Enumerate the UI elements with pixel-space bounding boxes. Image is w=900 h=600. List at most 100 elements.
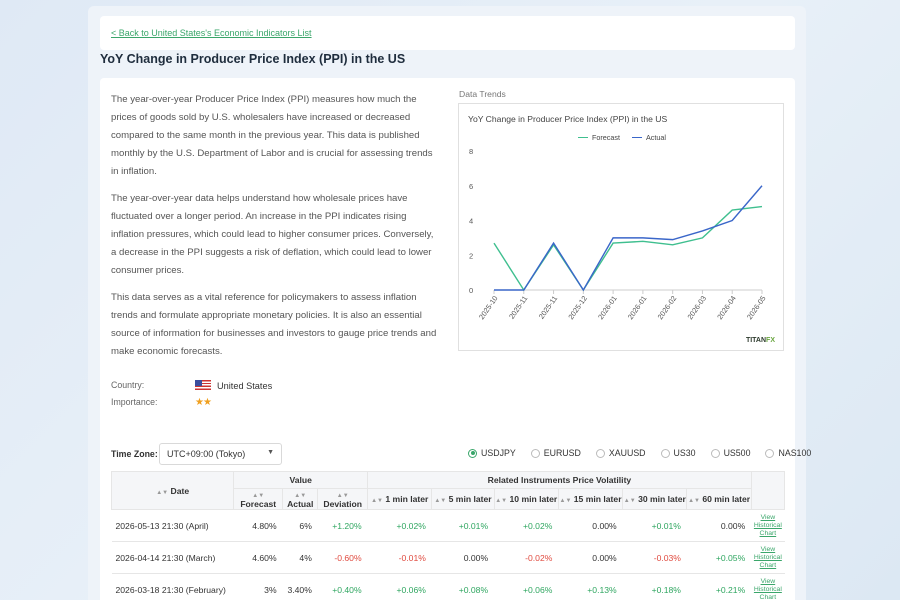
column-header[interactable]: ▲▼ 10 min later <box>493 488 559 510</box>
description-paragraph: The year-over-year Producer Price Index … <box>111 94 433 177</box>
x-tick-label: 2026-05 <box>745 294 768 321</box>
column-header[interactable]: ▲▼ Deviation <box>317 488 369 510</box>
sort-icon: ▲▼ <box>559 498 572 504</box>
volatility-cell: -0.01% <box>367 541 432 574</box>
deviation-cell: +0.40% <box>317 573 368 600</box>
radio-dot-icon <box>595 448 605 458</box>
view-chart-link[interactable]: View Historical Chart <box>751 509 785 542</box>
view-chart-link[interactable]: View Historical Chart <box>751 541 785 574</box>
volatility-cell: +0.18% <box>622 573 687 600</box>
country-value: United States <box>195 380 272 391</box>
sort-icon: ▲▼ <box>688 498 700 504</box>
column-header[interactable]: ▲▼ 1 min later <box>367 488 433 510</box>
date-header[interactable]: ▲▼ Date <box>110 471 235 510</box>
volatility-cell: +0.08% <box>431 573 495 600</box>
x-tick-label: 2026-01 <box>626 294 649 321</box>
radio-dot-icon <box>710 448 720 458</box>
brand-logo: TITANFX <box>745 337 775 344</box>
column-header[interactable]: ▲▼ 15 min later <box>557 488 624 510</box>
legend-item-forecast[interactable]: Forecast <box>578 133 620 142</box>
x-tick-label: 2025-11 <box>507 294 529 321</box>
x-tick-label: 2026-03 <box>685 294 708 321</box>
volatility-cell: +0.06% <box>367 573 432 600</box>
volatility-cell: +0.21% <box>686 573 752 600</box>
y-tick-label: 6 <box>469 182 473 191</box>
sort-icon: ▲▼ <box>623 498 636 504</box>
timezone-select[interactable]: UTC+09:00 (Tokyo) ▼ <box>159 443 282 465</box>
column-header[interactable]: ▲▼ 60 min later <box>686 488 752 510</box>
forecast-cell: 4.80% <box>233 509 283 542</box>
data-table: ▲▼ Date Value Related Instruments Price … <box>110 471 786 600</box>
caret-down-icon: ▼ <box>267 449 274 456</box>
y-tick-label: 0 <box>469 286 473 295</box>
instrument-radio-us500[interactable]: US500 <box>710 448 750 458</box>
volatility-cell: +0.05% <box>686 541 752 574</box>
instrument-radio-nas100[interactable]: NAS100 <box>765 448 811 458</box>
sort-icon: ▲▼ <box>434 498 447 504</box>
description-paragraph: This data serves as a vital reference fo… <box>111 292 437 357</box>
timezone-value: UTC+09:00 (Tokyo) <box>167 449 246 459</box>
instrument-radio-group: USDJPY EURUSD XAUUSD US30 US500 NAS100 <box>468 448 826 458</box>
main-card: The year-over-year Producer Price Index … <box>100 78 811 600</box>
sort-icon: ▲▼ <box>156 489 169 496</box>
instrument-radio-eurusd[interactable]: EURUSD <box>530 448 581 458</box>
instrument-radio-xauusd[interactable]: XAUUSD <box>595 448 646 458</box>
forecast-cell: 4.60% <box>233 541 283 574</box>
y-tick-label: 4 <box>469 217 473 226</box>
timezone-label: Time Zone: <box>111 449 158 459</box>
actual-cell: 6% <box>282 509 318 542</box>
y-tick-label: 8 <box>469 147 473 156</box>
deviation-cell: -0.60% <box>317 541 368 574</box>
date-cell: 2026-03-18 21:30 (February) <box>111 573 234 600</box>
radio-dot-icon <box>765 448 775 458</box>
importance-stars: ★★ <box>195 397 212 408</box>
actual-cell: 4% <box>282 541 318 574</box>
link-header <box>751 471 786 510</box>
chart-section-label: Data Trends <box>459 89 506 99</box>
actual-cell: 3.40% <box>282 573 318 600</box>
volatility-cell: +0.01% <box>622 509 687 542</box>
y-tick-label: 2 <box>469 251 473 260</box>
column-header[interactable]: ▲▼ Forecast <box>233 488 284 510</box>
country-name: United States <box>217 381 273 391</box>
date-cell: 2026-04-14 21:30 (March) <box>111 541 234 574</box>
volatility-cell: 0.00% <box>558 509 623 542</box>
back-link[interactable]: < Back to United States's Economic Indic… <box>111 28 312 38</box>
column-header[interactable]: ▲▼ Actual <box>282 488 319 510</box>
sort-icon: ▲▼ <box>495 498 508 504</box>
sort-icon: ▲▼ <box>294 493 307 499</box>
legend-item-actual[interactable]: Actual <box>631 133 666 142</box>
volatility-cell: -0.03% <box>622 541 687 574</box>
view-chart-link[interactable]: View Historical Chart <box>751 573 785 600</box>
x-tick-label: 2025-10 <box>477 294 500 321</box>
volatility-cell: +0.02% <box>494 509 559 542</box>
x-tick-label: 2026-02 <box>656 294 679 321</box>
volatility-cell: 0.00% <box>686 509 752 542</box>
sort-icon: ▲▼ <box>252 493 265 499</box>
table-row: 2026-05-13 21:30 (April) 4.80% 6% +1.20% +0.… <box>111 509 785 542</box>
column-header[interactable]: ▲▼ 30 min later <box>622 488 688 510</box>
sort-icon: ▲▼ <box>336 493 349 499</box>
volatility-cell: +0.01% <box>431 509 495 542</box>
description: The year-over-year Producer Price Index … <box>111 91 441 370</box>
chart-title: YoY Change in Producer Price Index (PPI)… <box>468 114 668 124</box>
x-tick-label: 2025-11 <box>537 294 559 321</box>
radio-dot-icon <box>468 448 477 458</box>
sort-icon: ▲▼ <box>371 498 383 504</box>
importance-label: Importance: <box>111 397 158 407</box>
column-header[interactable]: ▲▼ 5 min later <box>431 488 495 510</box>
volatility-cell: -0.02% <box>494 541 559 574</box>
instrument-radio-us30[interactable]: US30 <box>660 448 696 458</box>
volatility-cell: 0.00% <box>431 541 495 574</box>
page-title: YoY Change in Producer Price Index (PPI)… <box>100 52 406 66</box>
forecast-cell: 3% <box>233 573 283 600</box>
x-tick-label: 2025-12 <box>566 294 589 321</box>
us-flag-icon <box>195 380 211 390</box>
line-chart: 0 2 4 6 8 2025-10 2025-11 2025-11 2025-12 2026-01… <box>469 147 768 321</box>
deviation-cell: +1.20% <box>317 509 368 542</box>
volatility-cell: 0.00% <box>558 541 623 574</box>
instrument-radio-usdjpy[interactable]: USDJPY <box>468 448 516 458</box>
value-header: Value <box>233 471 369 489</box>
chart-legend: Forecast Actual <box>578 133 666 142</box>
volatility-cell: +0.06% <box>494 573 559 600</box>
